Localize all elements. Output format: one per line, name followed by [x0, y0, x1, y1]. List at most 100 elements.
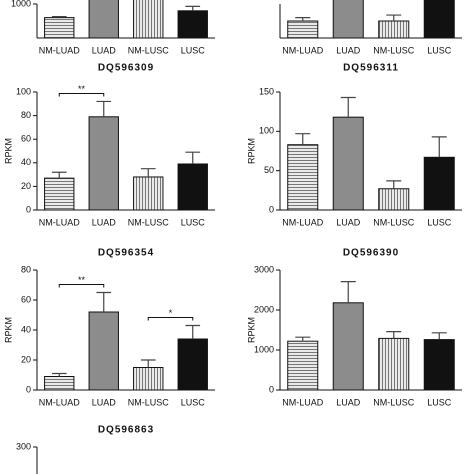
error-bar [386, 331, 402, 339]
panel-title: DQ596390 [343, 248, 399, 259]
y-tick-label: 20 [21, 354, 31, 364]
x-tick-label: NM-LUAD [39, 217, 81, 227]
bar [332, 0, 364, 39]
bar [423, 0, 455, 39]
x-tick-label: LUSC [427, 45, 452, 55]
bar [88, 116, 119, 211]
bar [287, 340, 319, 391]
x-tick-label: NM-LUAD [39, 397, 81, 407]
y-tick-label: 1000 [254, 344, 274, 354]
significance-bracket [58, 284, 105, 288]
x-tick-label: LUAD [336, 217, 361, 227]
bar [177, 10, 208, 39]
error-bar [431, 136, 447, 158]
x-tick-label: LUSC [181, 397, 206, 407]
bar [287, 144, 319, 211]
panel-title: DQ596354 [98, 248, 154, 259]
error-bar [140, 359, 156, 368]
y-axis-label: RPKM [246, 317, 256, 343]
y-tick-label: 60 [21, 134, 31, 144]
y-tick-label: 3000 [254, 264, 274, 274]
error-bar [295, 133, 311, 145]
x-tick-label: NM-LUAD [282, 45, 324, 55]
error-bar [386, 180, 402, 189]
y-tick-label: 100 [16, 86, 31, 96]
x-tick-label: LUAD [92, 217, 117, 227]
bar [332, 116, 364, 211]
bar [287, 20, 319, 39]
x-tick-label: LUAD [92, 397, 117, 407]
x-tick-label: NM-LUAD [282, 217, 324, 227]
x-tick-label: LUAD [92, 45, 117, 55]
bar [378, 337, 410, 391]
y-tick-label: 40 [21, 324, 31, 334]
error-bar [51, 372, 67, 377]
y-tick-label: 40 [21, 157, 31, 167]
error-bar [185, 5, 201, 11]
x-tick-label: LUAD [336, 45, 361, 55]
x-tick-label: NM-LUSC [373, 217, 415, 227]
y-axis-label: RPKM [3, 317, 13, 343]
significance-bracket [58, 92, 105, 97]
y-tick-label: 2000 [254, 304, 274, 314]
significance-label: ** [78, 275, 86, 285]
error-bar [340, 96, 356, 118]
bar [44, 376, 75, 391]
significance-label: * [169, 308, 173, 318]
y-tick-label: 300 [16, 441, 31, 451]
error-bar [96, 100, 112, 117]
bar [44, 17, 75, 39]
y-tick-label: 0 [26, 384, 31, 394]
x-tick-label: NM-LUSC [128, 217, 170, 227]
y-tick-label: 1000 [11, 0, 31, 8]
y-tick-label: 80 [21, 264, 31, 274]
y-axis-label: RPKM [3, 138, 13, 164]
bar [133, 0, 164, 39]
error-bar [140, 168, 156, 177]
bar [133, 176, 164, 211]
y-tick-label: 0 [269, 204, 274, 214]
error-bar [185, 151, 201, 164]
error-bar [340, 281, 356, 303]
x-tick-label: NM-LUSC [373, 45, 415, 55]
error-bar [295, 336, 311, 342]
y-tick-label: 20 [21, 181, 31, 191]
error-bar [295, 17, 311, 21]
x-tick-label: LUSC [181, 45, 206, 55]
x-tick-label: NM-LUAD [39, 45, 81, 55]
x-tick-label: LUSC [181, 217, 206, 227]
x-tick-label: LUAD [336, 397, 361, 407]
significance-label: ** [78, 84, 86, 94]
y-axis-label: RPKM [246, 138, 256, 164]
error-bar [386, 14, 402, 21]
bar [378, 188, 410, 211]
bar [378, 20, 410, 39]
bar [332, 302, 364, 391]
x-tick-label: LUSC [427, 397, 452, 407]
error-bar [51, 171, 67, 179]
bar [133, 367, 164, 391]
x-tick-label: LUSC [427, 217, 452, 227]
bar [88, 0, 119, 39]
x-tick-label: NM-LUAD [282, 397, 324, 407]
panel-title: DQ596863 [98, 425, 154, 436]
y-tick-label: 80 [21, 110, 31, 120]
y-tick-label: 50 [264, 165, 274, 175]
y-tick-label: 150 [259, 86, 274, 96]
error-bar [96, 291, 112, 312]
panel-title: DQ596311 [343, 63, 399, 74]
bar [177, 163, 208, 211]
x-tick-label: NM-LUSC [128, 397, 170, 407]
y-tick-label: 60 [21, 294, 31, 304]
panel-title: DQ596309 [98, 63, 154, 74]
y-tick-label: 0 [269, 384, 274, 394]
error-bar [431, 332, 447, 340]
significance-bracket [147, 317, 194, 321]
y-tick-label: 0 [26, 204, 31, 214]
bar [88, 311, 119, 391]
bar [423, 156, 455, 211]
x-tick-label: NM-LUSC [373, 397, 415, 407]
error-bar [51, 15, 67, 18]
x-tick-label: NM-LUSC [128, 45, 170, 55]
